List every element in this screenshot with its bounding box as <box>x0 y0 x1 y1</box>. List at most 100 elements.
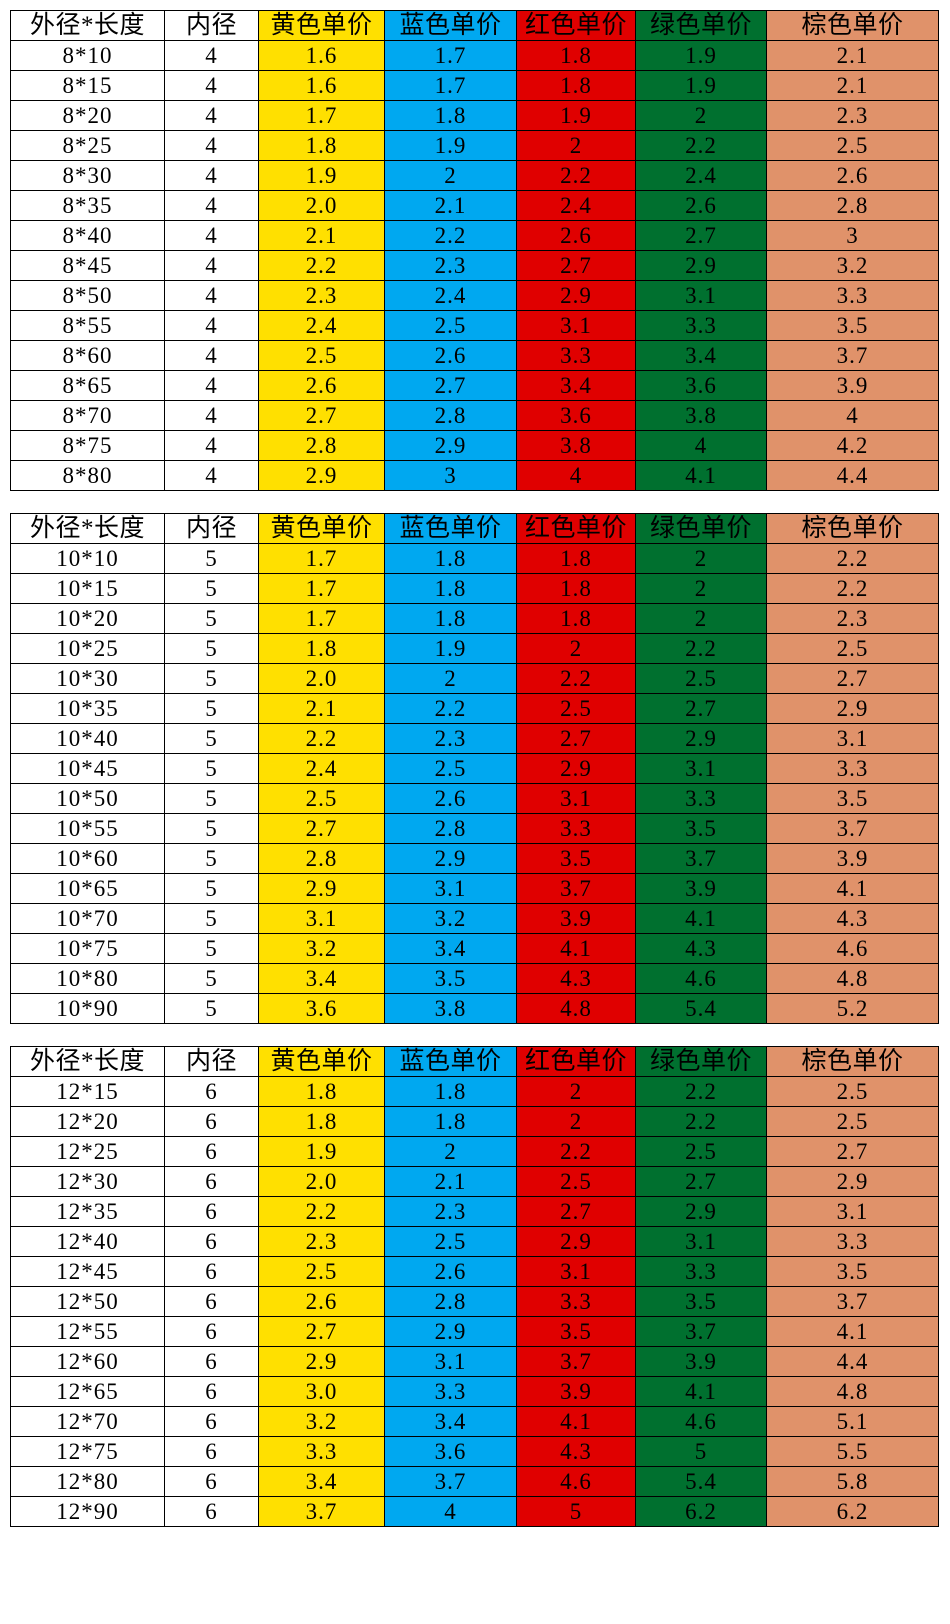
cell-size: 10*90 <box>10 993 165 1024</box>
cell-blue-price: 2.9 <box>384 843 517 874</box>
cell-brown-price: 5.1 <box>766 1406 939 1437</box>
cell-green-price: 4.1 <box>635 460 767 491</box>
cell-red-price: 4.6 <box>516 1466 636 1497</box>
cell-brown-price: 3 <box>766 220 939 251</box>
table-header-10mm: 外径*长度 内径 黄色单价 蓝色单价 红色单价 绿色单价 棕色单价 <box>10 513 939 544</box>
cell-red-price: 3.3 <box>516 1286 636 1317</box>
cell-size: 10*80 <box>10 963 165 994</box>
cell-green-price: 3.9 <box>635 1346 767 1377</box>
cell-green-price: 3.1 <box>635 280 767 311</box>
cell-blue-price: 2.8 <box>384 400 517 431</box>
cell-red-price: 2.2 <box>516 663 636 694</box>
cell-yellow-price: 3.7 <box>258 1496 385 1527</box>
cell-green-price: 2.7 <box>635 220 767 251</box>
table-row: 8*80 4 2.9 3 4 4.1 4.4 <box>10 460 939 491</box>
table-row: 10*15 5 1.7 1.8 1.8 2 2.2 <box>10 573 939 604</box>
cell-brown-price: 4.2 <box>766 430 939 461</box>
cell-red-price: 3.1 <box>516 310 636 341</box>
cell-red-price: 2.2 <box>516 1136 636 1167</box>
table-row: 10*50 5 2.5 2.6 3.1 3.3 3.5 <box>10 783 939 814</box>
cell-red-price: 2.4 <box>516 190 636 221</box>
cell-yellow-price: 2.7 <box>258 813 385 844</box>
cell-size: 8*25 <box>10 130 165 161</box>
cell-green-price: 3.4 <box>635 340 767 371</box>
column-header-size: 外径*长度 <box>10 1046 165 1077</box>
cell-size: 10*70 <box>10 903 165 934</box>
cell-red-price: 3.8 <box>516 430 636 461</box>
cell-red-price: 4.8 <box>516 993 636 1024</box>
cell-green-price: 3.3 <box>635 783 767 814</box>
cell-yellow-price: 2.9 <box>258 460 385 491</box>
cell-red-price: 3.3 <box>516 340 636 371</box>
cell-yellow-price: 3.6 <box>258 993 385 1024</box>
cell-green-price: 2 <box>635 573 767 604</box>
cell-blue-price: 2.7 <box>384 370 517 401</box>
cell-inner-diameter: 4 <box>164 430 259 461</box>
cell-inner-diameter: 4 <box>164 370 259 401</box>
cell-red-price: 3.9 <box>516 1376 636 1407</box>
cell-size: 8*75 <box>10 430 165 461</box>
cell-brown-price: 3.9 <box>766 843 939 874</box>
cell-blue-price: 2.5 <box>384 1226 517 1257</box>
cell-green-price: 3.5 <box>635 1286 767 1317</box>
cell-yellow-price: 2.0 <box>258 190 385 221</box>
cell-blue-price: 1.8 <box>384 573 517 604</box>
table-row: 10*80 5 3.4 3.5 4.3 4.6 4.8 <box>10 963 939 994</box>
cell-brown-price: 3.7 <box>766 340 939 371</box>
cell-brown-price: 2.5 <box>766 633 939 664</box>
table-row: 8*40 4 2.1 2.2 2.6 2.7 3 <box>10 220 939 251</box>
cell-size: 8*35 <box>10 190 165 221</box>
cell-brown-price: 3.3 <box>766 280 939 311</box>
cell-brown-price: 3.3 <box>766 1226 939 1257</box>
cell-inner-diameter: 4 <box>164 220 259 251</box>
cell-green-price: 3.7 <box>635 843 767 874</box>
cell-yellow-price: 2.0 <box>258 663 385 694</box>
column-header-green-price: 绿色单价 <box>635 10 767 41</box>
cell-size: 10*15 <box>10 573 165 604</box>
cell-yellow-price: 1.9 <box>258 1136 385 1167</box>
cell-blue-price: 2 <box>384 160 517 191</box>
cell-red-price: 1.8 <box>516 70 636 101</box>
cell-blue-price: 2.4 <box>384 280 517 311</box>
cell-inner-diameter: 5 <box>164 813 259 844</box>
table-row: 10*35 5 2.1 2.2 2.5 2.7 2.9 <box>10 693 939 724</box>
cell-size: 12*15 <box>10 1076 165 1107</box>
cell-green-price: 3.7 <box>635 1316 767 1347</box>
table-row: 12*40 6 2.3 2.5 2.9 3.1 3.3 <box>10 1226 939 1257</box>
cell-green-price: 2 <box>635 543 767 574</box>
table-row: 12*20 6 1.8 1.8 2 2.2 2.5 <box>10 1106 939 1137</box>
cell-inner-diameter: 4 <box>164 130 259 161</box>
cell-size: 10*55 <box>10 813 165 844</box>
cell-size: 8*55 <box>10 310 165 341</box>
table-row: 8*55 4 2.4 2.5 3.1 3.3 3.5 <box>10 310 939 341</box>
cell-size: 12*50 <box>10 1286 165 1317</box>
table-body-8mm: 8*10 4 1.6 1.7 1.8 1.9 2.1 8*15 4 1.6 1.7 1.8 1.9 2.1… <box>10 40 939 491</box>
cell-yellow-price: 3.2 <box>258 933 385 964</box>
price-table-block-12mm: 外径*长度 内径 黄色单价 蓝色单价 红色单价 绿色单价 棕色单价 12*15 6… <box>10 1046 939 1527</box>
cell-brown-price: 2.9 <box>766 693 939 724</box>
cell-inner-diameter: 6 <box>164 1316 259 1347</box>
cell-size: 12*30 <box>10 1166 165 1197</box>
cell-size: 12*80 <box>10 1466 165 1497</box>
cell-green-price: 3.3 <box>635 310 767 341</box>
table-row: 10*30 5 2.0 2 2.2 2.5 2.7 <box>10 663 939 694</box>
cell-red-price: 3.4 <box>516 370 636 401</box>
cell-red-price: 2 <box>516 633 636 664</box>
cell-brown-price: 4.3 <box>766 903 939 934</box>
cell-brown-price: 3.5 <box>766 310 939 341</box>
cell-red-price: 2.9 <box>516 1226 636 1257</box>
table-body-12mm: 12*15 6 1.8 1.8 2 2.2 2.5 12*20 6 1.8 1.8 2 2.2 2.5 12… <box>10 1076 939 1527</box>
cell-red-price: 3.6 <box>516 400 636 431</box>
cell-brown-price: 2.7 <box>766 1136 939 1167</box>
cell-brown-price: 4.8 <box>766 963 939 994</box>
cell-blue-price: 1.8 <box>384 603 517 634</box>
table-row: 8*10 4 1.6 1.7 1.8 1.9 2.1 <box>10 40 939 71</box>
cell-yellow-price: 2.6 <box>258 370 385 401</box>
cell-blue-price: 2.6 <box>384 340 517 371</box>
cell-green-price: 4.6 <box>635 963 767 994</box>
column-header-blue-price: 蓝色单价 <box>384 513 517 544</box>
cell-brown-price: 4 <box>766 400 939 431</box>
cell-yellow-price: 2.3 <box>258 1226 385 1257</box>
table-gap-2 <box>10 1024 938 1046</box>
cell-brown-price: 2.6 <box>766 160 939 191</box>
